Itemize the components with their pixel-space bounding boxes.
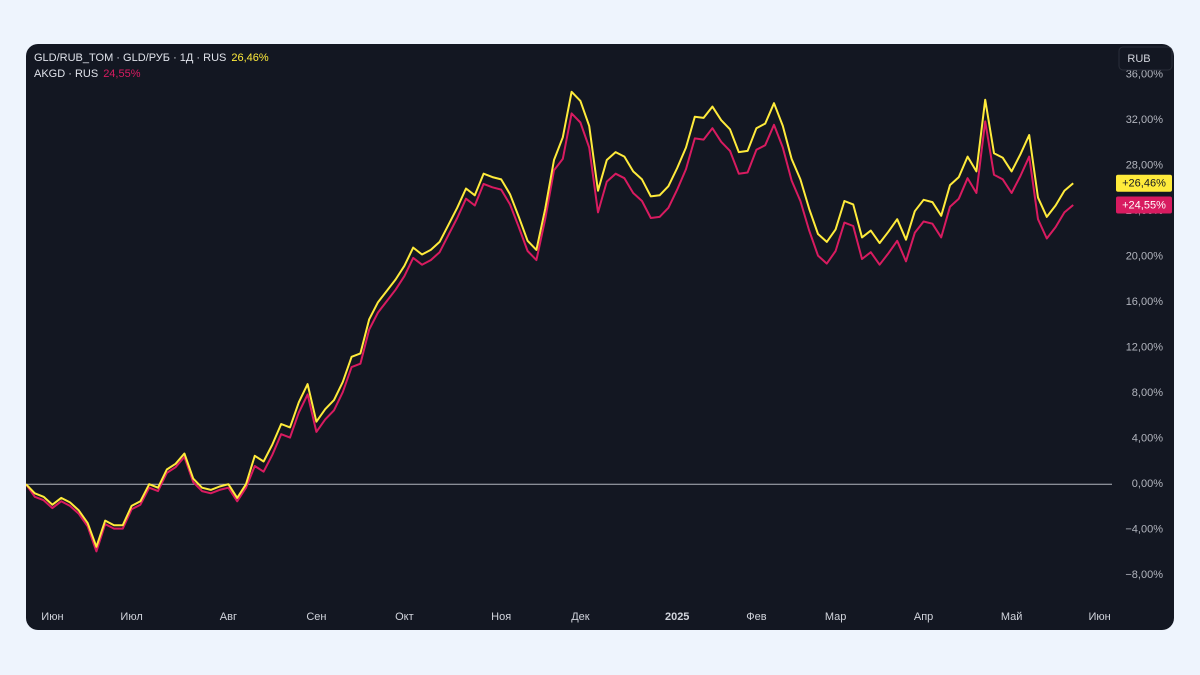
y-tick-label: 28,00% (1126, 160, 1164, 172)
y-tick-label: 8,00% (1132, 387, 1163, 399)
price-label: +26,46% (1122, 178, 1166, 190)
price-label-box (1116, 196, 1172, 214)
x-tick-label: Фев (746, 611, 766, 623)
overlay: RUB +26,46% +24,55% GLD/RUB_TOM · GLD/РУБ … (34, 46, 1173, 214)
legend-name: AKGD · RUS (34, 68, 98, 80)
x-tick-label: Ноя (491, 611, 511, 623)
series-line (26, 90, 1074, 548)
x-tick-label: Дек (571, 611, 590, 623)
y-tick-label: 4,00% (1132, 433, 1163, 445)
x-tick-label: Окт (395, 611, 414, 623)
x-tick-label: Сен (306, 611, 326, 623)
series-line (26, 112, 1074, 553)
y-tick-label: 20,00% (1126, 251, 1164, 263)
y-tick-label: −4,00% (1125, 524, 1163, 536)
y-tick-label: 32,00% (1126, 114, 1164, 126)
legend-value: 24,55% (103, 68, 141, 80)
legend-value: 26,46% (231, 52, 269, 64)
price-label: +24,55% (1122, 199, 1166, 211)
y-tick-label: −8,00% (1125, 569, 1163, 581)
x-tick-label: Мар (825, 611, 847, 623)
x-tick-label: Июн (1088, 611, 1110, 623)
y-tick-label: 16,00% (1126, 296, 1164, 308)
legend-name: GLD/RUB_TOM · GLD/РУБ · 1Д · RUS (34, 52, 226, 64)
x-tick-label: Апр (914, 611, 933, 623)
chart-card (26, 44, 1174, 630)
y-tick-label: 12,00% (1126, 342, 1164, 354)
y-tick-label: 0,00% (1132, 478, 1163, 490)
currency-label: RUB (1127, 53, 1150, 65)
currency-button[interactable] (1118, 46, 1173, 71)
y-tick-label: 36,00% (1126, 69, 1164, 81)
x-tick-label: Июл (120, 611, 142, 623)
x-tick-label: Май (1001, 611, 1023, 623)
x-tick-label: Июн (41, 611, 63, 623)
x-tick-label: 2025 (665, 611, 689, 623)
x-tick-label: Авг (220, 611, 237, 623)
price-label-box (1116, 174, 1172, 192)
